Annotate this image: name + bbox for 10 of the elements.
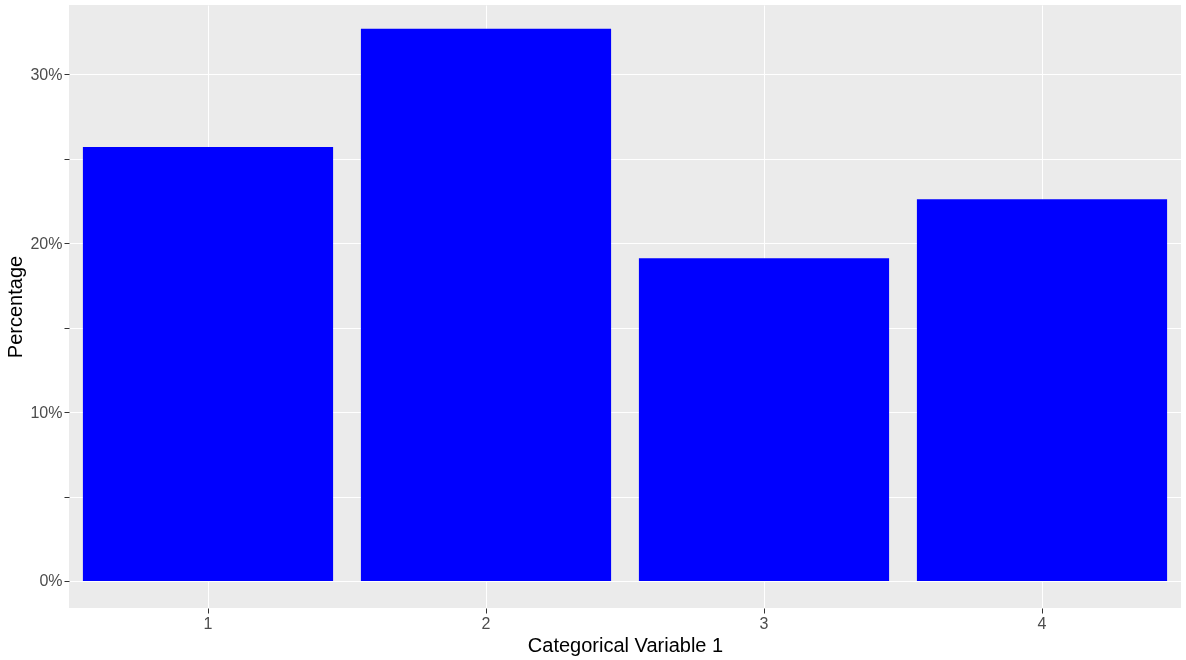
x-tick-label: 1: [203, 614, 213, 632]
y-tick-label: 0%: [39, 572, 63, 590]
y-tick-label: 10%: [30, 403, 63, 421]
y-tick-label: 20%: [30, 234, 63, 252]
x-axis-title: Categorical Variable 1: [527, 633, 724, 656]
y-tick-label: 30%: [30, 65, 63, 83]
x-tick-label: 3: [759, 614, 769, 632]
y-axis-title: Percentage: [4, 255, 27, 359]
x-tick-label: 2: [481, 614, 491, 632]
x-tick-label: 4: [1037, 614, 1047, 632]
